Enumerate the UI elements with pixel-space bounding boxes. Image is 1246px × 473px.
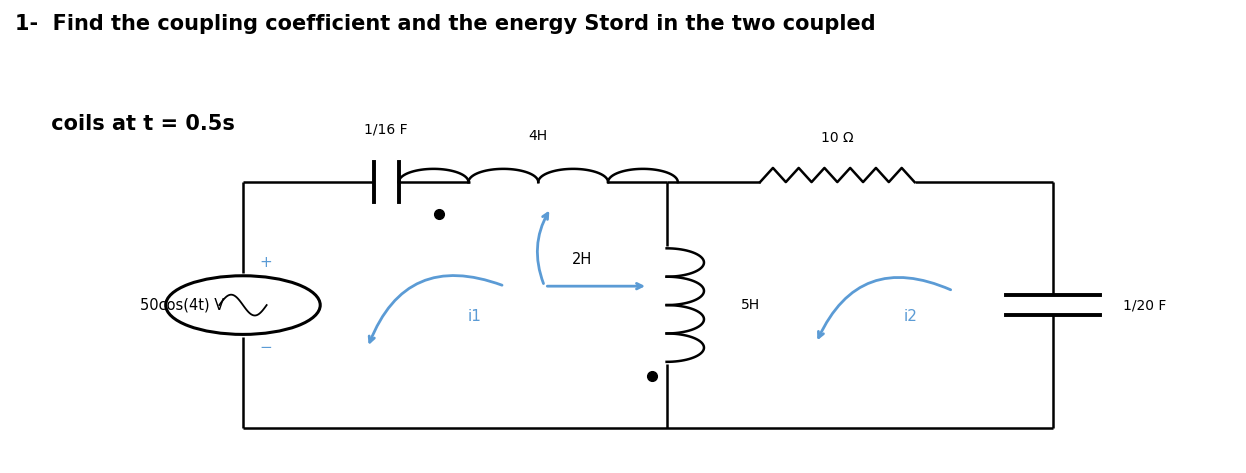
Text: 1/20 F: 1/20 F: [1123, 298, 1166, 312]
Text: 2H: 2H: [572, 252, 592, 267]
Text: −: −: [259, 340, 272, 355]
Text: 50cos(4t) V: 50cos(4t) V: [140, 298, 224, 313]
Text: 10 Ω: 10 Ω: [821, 131, 854, 145]
Text: 5H: 5H: [741, 298, 760, 312]
Text: +: +: [259, 255, 272, 270]
Text: i2: i2: [903, 309, 917, 324]
Text: coils at t = 0.5s: coils at t = 0.5s: [15, 114, 234, 133]
Text: 1/16 F: 1/16 F: [364, 122, 409, 136]
Text: 4H: 4H: [528, 129, 548, 143]
Text: 1-  Find the coupling coefficient and the energy Stord in the two coupled: 1- Find the coupling coefficient and the…: [15, 14, 876, 34]
Text: i1: i1: [467, 309, 481, 324]
